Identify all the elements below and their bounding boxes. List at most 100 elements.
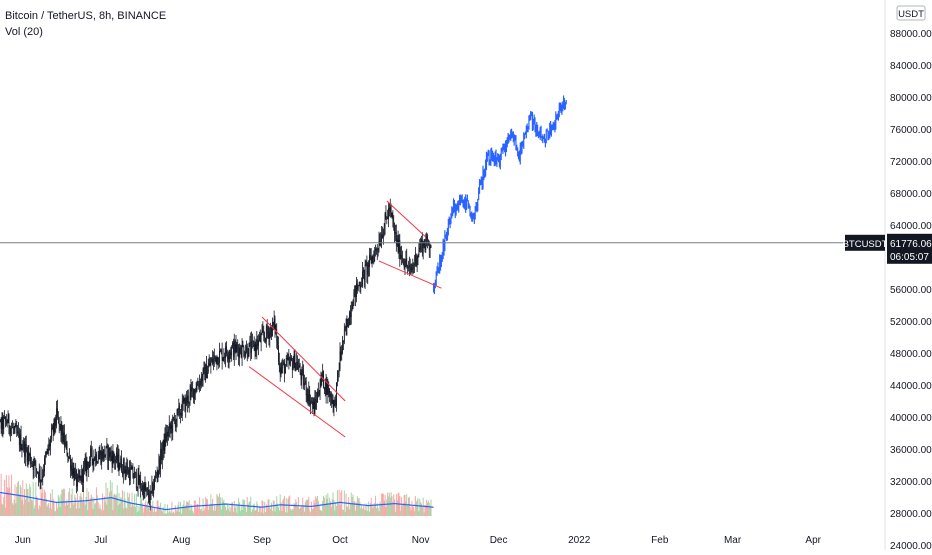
volume-bar	[135, 493, 137, 516]
volume-bar	[8, 475, 10, 516]
candle-body	[262, 330, 264, 332]
volume-indicator-label[interactable]: Vol (20)	[5, 26, 43, 38]
candle-body	[187, 395, 188, 404]
volume-bar	[78, 508, 80, 516]
volume-bar	[239, 511, 241, 516]
candle-body	[183, 398, 185, 402]
volume-bar	[3, 496, 5, 516]
volume-bar	[83, 502, 85, 516]
volume-bar	[427, 500, 429, 516]
volume-bar	[212, 498, 214, 516]
candle-body	[130, 467, 132, 470]
candle-body	[275, 329, 277, 330]
candle-body	[31, 463, 32, 464]
volume-bar	[280, 502, 282, 516]
candle-body	[309, 389, 311, 405]
countdown-label: 06:05:07	[890, 252, 929, 263]
volume-bar	[309, 510, 311, 516]
volume-bar	[290, 509, 292, 516]
volume-bar	[401, 504, 403, 516]
candle-body	[265, 325, 267, 342]
volume-bar	[193, 512, 195, 516]
volume-bar	[211, 503, 213, 516]
volume-bar	[375, 508, 377, 516]
candle-body	[48, 443, 50, 451]
volume-bar	[300, 507, 302, 516]
volume-bar	[213, 504, 215, 516]
candle-body	[170, 425, 172, 429]
volume-bar	[310, 512, 312, 516]
volume-bar	[301, 506, 303, 516]
candle-body	[56, 408, 57, 424]
volume-bar	[70, 494, 72, 516]
volume-bar	[0, 473, 2, 516]
volume-bar	[84, 504, 86, 516]
volume-bar	[337, 503, 339, 516]
volume-bar	[297, 506, 299, 516]
candle-body	[237, 346, 239, 350]
candle-body	[57, 408, 58, 417]
x-tick-label: Dec	[490, 535, 508, 546]
candle-body	[154, 477, 155, 488]
candle-body	[55, 423, 57, 426]
candle-body	[150, 490, 152, 492]
candle-body	[288, 357, 290, 364]
candle-body	[325, 379, 327, 395]
volume-bar	[264, 511, 266, 516]
volume-bar	[366, 503, 368, 516]
volume-bar	[51, 489, 53, 516]
candle-body	[67, 455, 69, 459]
candle-body	[78, 474, 80, 478]
volume-bar	[225, 506, 227, 516]
candle-body	[199, 380, 200, 388]
candle-body	[87, 461, 89, 464]
candle-body	[7, 414, 9, 424]
candle-body	[62, 426, 64, 443]
candle-body	[412, 265, 414, 270]
candle-body	[352, 305, 354, 310]
volume-bar	[267, 499, 269, 516]
volume-bar	[174, 505, 176, 516]
volume-bar	[274, 511, 276, 516]
volume-bar	[395, 494, 397, 516]
volume-bar	[284, 496, 286, 516]
candle-body	[198, 385, 200, 388]
volume-bar	[307, 499, 309, 516]
candle-body	[408, 266, 409, 269]
volume-bar	[158, 506, 160, 516]
volume-bar	[148, 511, 150, 516]
volume-bar	[204, 508, 206, 516]
volume-bar	[76, 508, 78, 516]
volume-bar	[56, 502, 58, 516]
candle-body	[22, 448, 24, 449]
candle-body	[402, 258, 404, 263]
candle-body	[351, 309, 353, 310]
candle-body	[127, 466, 129, 474]
volume-bar	[233, 501, 235, 516]
candle-body	[69, 456, 70, 458]
channel-lower-line	[248, 366, 346, 438]
candle-body	[49, 443, 51, 447]
volume-bar	[226, 504, 228, 516]
candle-body	[165, 433, 167, 441]
candle-body	[353, 292, 355, 306]
y-tick-label: 76000.00	[890, 125, 932, 136]
volume-bar	[28, 502, 30, 516]
candle-body	[124, 469, 126, 474]
volume-bar	[115, 494, 117, 516]
candle-body	[118, 454, 120, 470]
volume-bar	[342, 510, 344, 516]
candle-body	[254, 344, 256, 351]
volume-bar	[137, 505, 139, 516]
symbol-title[interactable]: Bitcoin / TetherUS, 8h, BINANCE	[5, 10, 167, 22]
candle-body	[396, 239, 398, 245]
candle-body	[411, 269, 413, 271]
candle-body	[261, 330, 263, 335]
candle-body	[66, 442, 68, 456]
volume-bar	[260, 512, 262, 516]
candle-body	[37, 472, 38, 473]
volume-bar	[421, 505, 423, 516]
volume-bar	[360, 508, 362, 516]
